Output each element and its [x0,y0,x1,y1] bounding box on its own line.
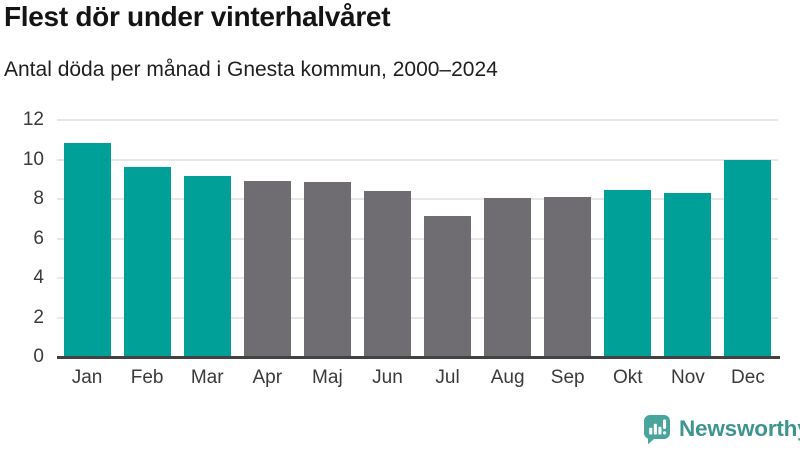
y-tick-label-0: 0 [33,346,44,367]
newsworthy-logo: Newsworthy [642,413,800,445]
x-tick-label-jun: Jun [372,367,403,388]
bar-jun [363,191,411,357]
bar-okt [604,190,652,357]
y-tick-label-2: 2 [33,306,44,328]
y-tick-label-12: 12 [22,109,44,130]
gridline-y-4 [57,277,778,279]
gridline-y-10 [57,158,778,161]
x-tick-label-jul: Jul [435,367,460,388]
gridline-y-6 [57,237,778,240]
x-tick-label-okt: Okt [613,367,643,388]
y-tick-label-8: 8 [33,188,44,209]
x-tick-label-mar: Mar [190,367,224,388]
newsworthy-speech-bubble-bar-chart-icon [642,413,672,445]
bar-maj [303,182,351,357]
y-tick-label-6: 6 [33,227,44,249]
x-tick-label-maj: Maj [312,367,343,388]
x-tick-label-aug: Aug [490,367,525,388]
chart-title: Flest dör under vinterhalvåret [4,1,391,32]
bar-jul [424,215,472,357]
y-tick-label-4: 4 [33,267,44,288]
chart-subtitle: Antal döda per månad i Gnesta kommun, 20… [4,58,498,81]
bar-mar [183,176,231,357]
bar-dec [724,159,772,357]
x-tick-label-jan: Jan [71,367,103,388]
plot-area [57,119,778,357]
x-tick-label-nov: Nov [670,367,705,388]
y-tick-label-10: 10 [22,148,44,170]
bar-feb [123,167,171,357]
bar-sep [544,197,592,357]
x-tick-label-feb: Feb [130,367,164,388]
x-tick-label-sep: Sep [550,367,585,388]
bar-nov [664,193,712,357]
x-tick-label-dec: Dec [731,367,765,388]
newsworthy-wordmark: Newsworthy [679,416,800,441]
gridline-y-8 [57,198,778,200]
bar-aug [484,198,532,357]
x-axis-line [57,356,780,359]
bar-jan [63,142,111,357]
x-tick-label-apr: Apr [252,367,283,388]
gridline-y-2 [57,316,778,319]
gridline-y-12 [57,119,778,121]
bar-apr [243,181,291,357]
